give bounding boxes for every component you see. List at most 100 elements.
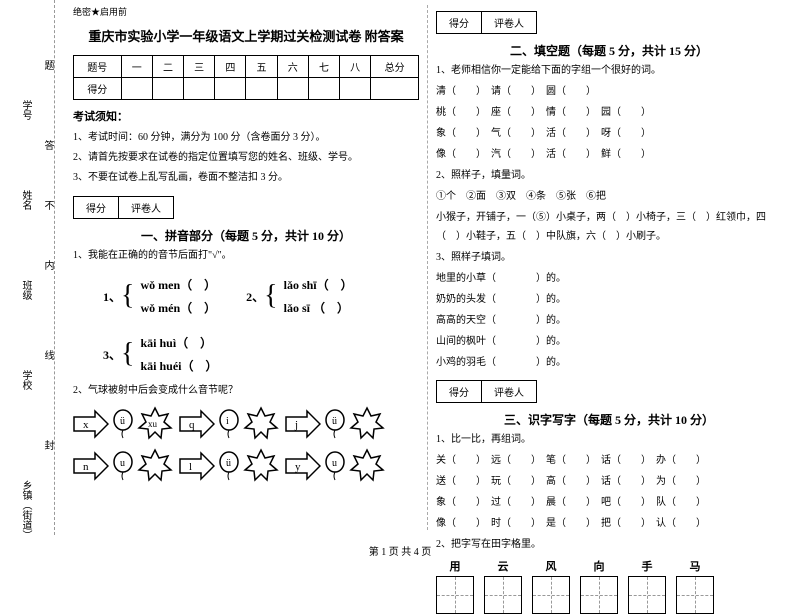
balloon-icon: ü bbox=[111, 409, 135, 439]
balloon-icon: i bbox=[217, 409, 241, 439]
score-table: 题号 一 二 三 四 五 六 七 八 总分 得分 bbox=[73, 55, 419, 100]
char-box[interactable] bbox=[484, 576, 522, 614]
margin-name: 姓名 bbox=[18, 190, 33, 210]
margin-class: 班级 bbox=[18, 280, 33, 300]
char-label: 向 bbox=[580, 558, 618, 574]
fill-line: 清（ ） 请（ ） 圆（ ） bbox=[436, 82, 782, 101]
char-box[interactable] bbox=[436, 576, 474, 614]
shape-group: jü bbox=[285, 406, 385, 442]
svg-text:x: x bbox=[83, 419, 89, 431]
arrow-icon: j bbox=[285, 409, 321, 439]
arrow-icon: y bbox=[285, 451, 321, 481]
fill-line: 小猴子，开铺子，一（⑤）小桌子，两（ ）小椅子，三（ ）红领巾，四（ ）小鞋子，… bbox=[436, 208, 782, 246]
seal-5: 答 bbox=[40, 140, 55, 150]
fill-line: 奶奶的头发（ ）的。 bbox=[436, 290, 782, 309]
arrow-icon: x bbox=[73, 409, 109, 439]
svg-text:xu: xu bbox=[148, 419, 158, 429]
fill-line: 像（ ） 时（ ） 是（ ） 把（ ） 认（ ） bbox=[436, 514, 782, 533]
star-icon bbox=[243, 448, 279, 484]
svg-text:n: n bbox=[83, 461, 89, 473]
arrow-icon: l bbox=[179, 451, 215, 481]
fill-line: 地里的小草（ ）的。 bbox=[436, 269, 782, 288]
question-2: 2、气球被射中后会变成什么音节呢？ bbox=[73, 383, 419, 398]
pinyin-row: 3、 { kāi huì（ ） kāi huéi（ ） bbox=[103, 331, 419, 377]
star-icon bbox=[349, 406, 385, 442]
fill-line: ①个 ②面 ③双 ④条 ⑤张 ⑥把 bbox=[436, 187, 782, 206]
balloon-icon: u bbox=[111, 451, 135, 481]
svg-text:j: j bbox=[294, 419, 298, 431]
seal-4: 不 bbox=[40, 200, 55, 210]
char-box[interactable] bbox=[676, 576, 714, 614]
seal-1: 封 bbox=[40, 440, 55, 450]
char-cell: 风 bbox=[532, 558, 570, 614]
question: 1、老师相信你一定能给下面的字组一个很好的词。 bbox=[436, 63, 782, 78]
section-1-title: 一、拼音部分（每题 5 分，共计 10 分） bbox=[73, 227, 419, 244]
fill-line: 小鸡的羽毛（ ）的。 bbox=[436, 353, 782, 372]
arrow-icon: q bbox=[179, 409, 215, 439]
svg-text:l: l bbox=[189, 461, 192, 473]
shape-group: x ü xu bbox=[73, 406, 173, 442]
svg-text:ü: ü bbox=[120, 416, 125, 427]
binding-margin: 乡镇（街道） 学校 班级 姓名 学号 封 线 内 不 答 题 bbox=[0, 0, 55, 535]
margin-id: 学号 bbox=[18, 100, 33, 120]
question: 3、照样子填词。 bbox=[436, 250, 782, 265]
table-row: 题号 一 二 三 四 五 六 七 八 总分 bbox=[74, 56, 419, 78]
fill-line: 桃（ ） 座（ ） 情（ ） 园（ ） bbox=[436, 103, 782, 122]
char-box[interactable] bbox=[580, 576, 618, 614]
char-grid: 用云风向手马 bbox=[436, 558, 782, 614]
table-row: 得分 bbox=[74, 78, 419, 100]
star-icon bbox=[243, 406, 279, 442]
seal-2: 线 bbox=[40, 350, 55, 360]
star-icon bbox=[137, 448, 173, 484]
grader-box: 得分 评卷人 bbox=[436, 380, 537, 403]
question-1: 1、我能在正确的的音节后面打"√"。 bbox=[73, 248, 419, 263]
char-label: 风 bbox=[532, 558, 570, 574]
shape-group: yu bbox=[285, 448, 385, 484]
svg-text:i: i bbox=[226, 416, 229, 427]
fill-line: 象（ ） 气（ ） 活（ ） 呀（ ） bbox=[436, 124, 782, 143]
char-label: 云 bbox=[484, 558, 522, 574]
shape-group: lü bbox=[179, 448, 279, 484]
shape-group: qi bbox=[179, 406, 279, 442]
svg-text:q: q bbox=[189, 419, 195, 431]
seal-3: 内 bbox=[40, 260, 55, 270]
margin-school: 学校 bbox=[18, 370, 33, 390]
fill-line: 送（ ） 玩（ ） 高（ ） 话（ ） 为（ ） bbox=[436, 472, 782, 491]
char-box[interactable] bbox=[628, 576, 666, 614]
notice-item: 3、不要在试卷上乱写乱画，卷面不整洁扣 3 分。 bbox=[73, 170, 419, 186]
question: 2、把字写在田字格里。 bbox=[436, 537, 782, 552]
svg-text:ü: ü bbox=[332, 416, 337, 427]
fill-line: 山间的枫叶（ ）的。 bbox=[436, 332, 782, 351]
char-label: 手 bbox=[628, 558, 666, 574]
pinyin-row: 2、 { lǎo shī（ ） lǎo sī （ ） bbox=[246, 273, 352, 319]
section-2-title: 二、填空题（每题 5 分，共计 15 分） bbox=[436, 42, 782, 59]
margin-township: 乡镇（街道） bbox=[18, 480, 33, 535]
star-icon: xu bbox=[137, 406, 173, 442]
question: 2、照样子，填量词。 bbox=[436, 168, 782, 183]
char-label: 用 bbox=[436, 558, 474, 574]
svg-text:u: u bbox=[120, 458, 125, 469]
svg-text:y: y bbox=[295, 461, 301, 473]
char-box[interactable] bbox=[532, 576, 570, 614]
right-column: 得分 评卷人 二、填空题（每题 5 分，共计 15 分） 1、老师相信你一定能给… bbox=[428, 5, 790, 530]
char-label: 马 bbox=[676, 558, 714, 574]
svg-text:u: u bbox=[332, 458, 337, 469]
grader-box: 得分 评卷人 bbox=[436, 11, 537, 34]
notice-item: 2、请首先按要求在试卷的指定位置填写您的姓名、班级、学号。 bbox=[73, 150, 419, 166]
char-cell: 马 bbox=[676, 558, 714, 614]
svg-text:ü: ü bbox=[226, 458, 231, 469]
notice-item: 1、考试时间：60 分钟，满分为 100 分（含卷面分 3 分）。 bbox=[73, 130, 419, 146]
fill-line: 像（ ） 汽（ ） 活（ ） 鲜（ ） bbox=[436, 145, 782, 164]
shapes-area: xüxuqijünulüyu bbox=[73, 406, 419, 484]
left-column: 绝密★启用前 重庆市实验小学一年级语文上学期过关检测试卷 附答案 题号 一 二 … bbox=[65, 5, 428, 530]
char-cell: 向 bbox=[580, 558, 618, 614]
arrow-icon: n bbox=[73, 451, 109, 481]
seal-6: 题 bbox=[40, 60, 55, 70]
notice-title: 考试须知： bbox=[73, 108, 419, 124]
char-cell: 手 bbox=[628, 558, 666, 614]
char-cell: 云 bbox=[484, 558, 522, 614]
char-cell: 用 bbox=[436, 558, 474, 614]
question: 1、比一比，再组词。 bbox=[436, 432, 782, 447]
section-3-title: 三、识字写字（每题 5 分，共计 10 分） bbox=[436, 411, 782, 428]
balloon-icon: u bbox=[323, 451, 347, 481]
